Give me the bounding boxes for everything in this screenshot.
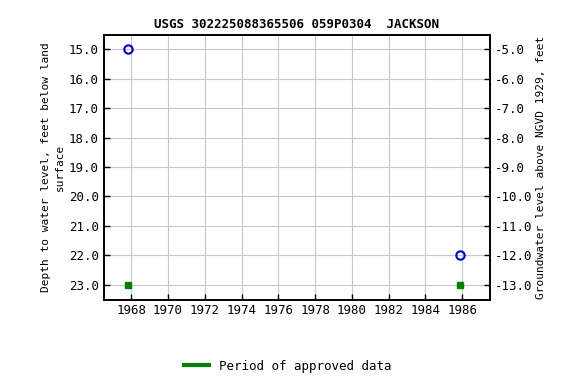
Title: USGS 302225088365506 059P0304  JACKSON: USGS 302225088365506 059P0304 JACKSON — [154, 18, 439, 31]
Y-axis label: Groundwater level above NGVD 1929, feet: Groundwater level above NGVD 1929, feet — [536, 35, 546, 299]
Y-axis label: Depth to water level, feet below land
surface: Depth to water level, feet below land su… — [41, 42, 65, 292]
Legend: Period of approved data: Period of approved data — [179, 355, 397, 378]
